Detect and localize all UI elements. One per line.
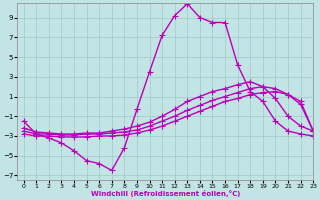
X-axis label: Windchill (Refroidissement éolien,°C): Windchill (Refroidissement éolien,°C) — [91, 190, 240, 197]
